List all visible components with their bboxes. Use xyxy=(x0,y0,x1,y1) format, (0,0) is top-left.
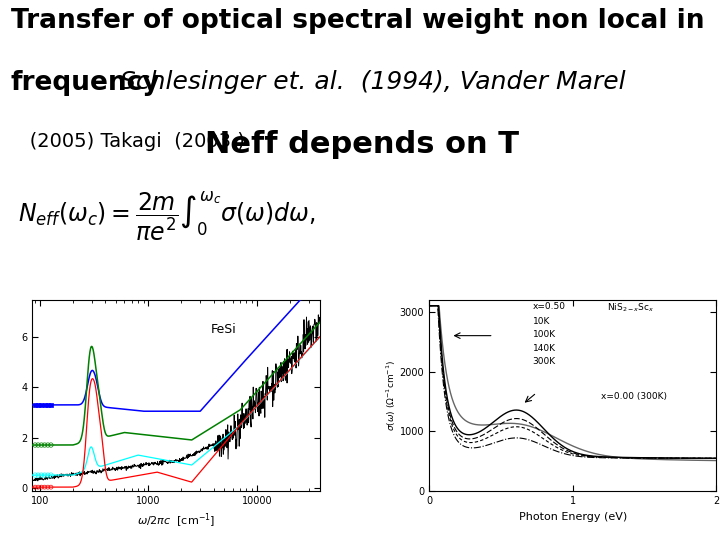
Text: 300K: 300K xyxy=(533,357,556,366)
Point xyxy=(30,471,41,480)
Point xyxy=(42,483,53,491)
Point xyxy=(39,471,50,480)
Point xyxy=(36,401,48,409)
Point xyxy=(45,441,57,449)
Text: NiS$_{2-x}$Sc$_x$: NiS$_{2-x}$Sc$_x$ xyxy=(607,302,654,314)
X-axis label: $\omega/2\pi c$  [cm$^{-1}$]: $\omega/2\pi c$ [cm$^{-1}$] xyxy=(137,512,215,530)
Point xyxy=(45,401,57,409)
Point xyxy=(30,483,41,491)
Text: Schlesinger et. al.  (1994), Vander Marel: Schlesinger et. al. (1994), Vander Marel xyxy=(112,70,625,94)
Text: frequency: frequency xyxy=(11,70,161,96)
Point xyxy=(39,401,50,409)
Point xyxy=(36,483,48,491)
Y-axis label: $\sigma(\omega)$ ($\Omega^{-1}$cm$^{-1}$): $\sigma(\omega)$ ($\Omega^{-1}$cm$^{-1}$… xyxy=(384,360,398,431)
Point xyxy=(32,483,44,491)
Point xyxy=(45,471,57,480)
Text: x=0.50: x=0.50 xyxy=(533,302,565,310)
Text: x=0.00 (300K): x=0.00 (300K) xyxy=(601,392,667,401)
X-axis label: Photon Energy (eV): Photon Energy (eV) xyxy=(518,512,627,522)
Text: 100K: 100K xyxy=(533,330,556,339)
Point xyxy=(36,441,48,449)
Point xyxy=(42,471,53,480)
Point xyxy=(36,471,48,480)
Point xyxy=(32,401,44,409)
Point xyxy=(42,441,53,449)
Text: (2005) Takagi  (2003 ): (2005) Takagi (2003 ) xyxy=(11,132,251,151)
Text: Transfer of optical spectral weight non local in: Transfer of optical spectral weight non … xyxy=(11,8,704,34)
Point xyxy=(42,401,53,409)
Point xyxy=(30,401,41,409)
Text: 10K: 10K xyxy=(533,317,550,326)
Point xyxy=(32,471,44,480)
Text: Neff depends on T: Neff depends on T xyxy=(205,130,519,159)
Text: FeSi: FeSi xyxy=(210,323,236,336)
Point xyxy=(32,441,44,449)
Point xyxy=(39,441,50,449)
Point xyxy=(39,483,50,491)
Text: 140K: 140K xyxy=(533,344,555,353)
Text: $N_{eff}(\omega_c) = \dfrac{2m}{\pi e^2} \int_0^{\omega_c} \sigma(\omega)d\omega: $N_{eff}(\omega_c) = \dfrac{2m}{\pi e^2}… xyxy=(18,189,315,243)
Point xyxy=(30,441,41,449)
Point xyxy=(45,483,57,491)
